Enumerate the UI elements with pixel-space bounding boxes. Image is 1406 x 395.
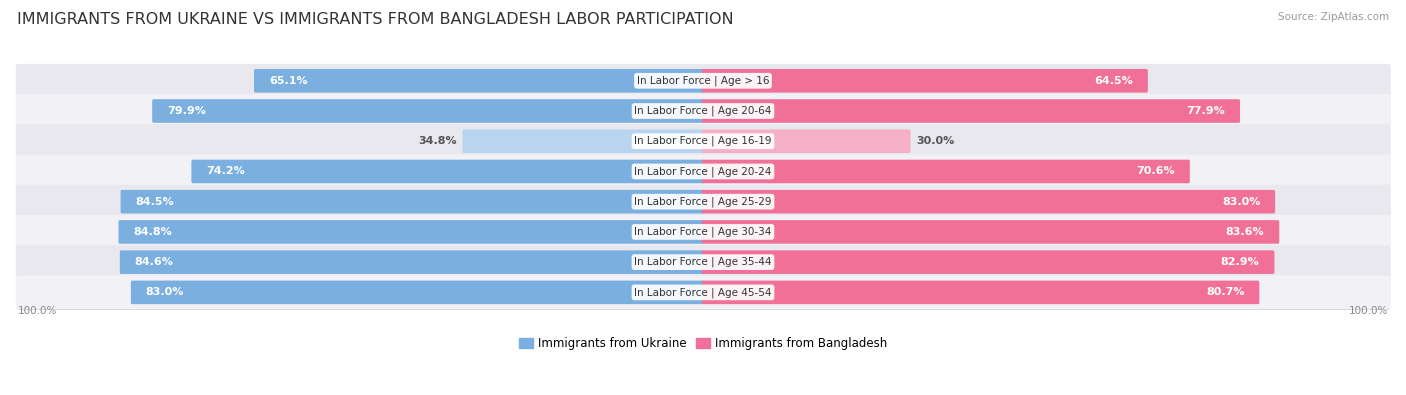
FancyBboxPatch shape — [15, 94, 1391, 128]
Text: 30.0%: 30.0% — [917, 136, 955, 146]
FancyBboxPatch shape — [15, 275, 1391, 309]
Text: 84.8%: 84.8% — [134, 227, 172, 237]
FancyBboxPatch shape — [702, 220, 1279, 244]
FancyBboxPatch shape — [702, 130, 911, 153]
FancyBboxPatch shape — [702, 250, 1274, 274]
Legend: Immigrants from Ukraine, Immigrants from Bangladesh: Immigrants from Ukraine, Immigrants from… — [519, 337, 887, 350]
FancyBboxPatch shape — [17, 95, 1391, 128]
FancyBboxPatch shape — [118, 220, 704, 244]
Text: 65.1%: 65.1% — [269, 76, 308, 86]
FancyBboxPatch shape — [17, 276, 1391, 310]
FancyBboxPatch shape — [17, 155, 1391, 189]
Text: In Labor Force | Age 45-54: In Labor Force | Age 45-54 — [634, 287, 772, 297]
Text: 34.8%: 34.8% — [418, 136, 457, 146]
FancyBboxPatch shape — [702, 160, 1189, 183]
Text: In Labor Force | Age 25-29: In Labor Force | Age 25-29 — [634, 196, 772, 207]
Text: In Labor Force | Age 35-44: In Labor Force | Age 35-44 — [634, 257, 772, 267]
FancyBboxPatch shape — [152, 99, 704, 123]
FancyBboxPatch shape — [121, 190, 704, 213]
FancyBboxPatch shape — [15, 154, 1391, 188]
FancyBboxPatch shape — [702, 280, 1260, 304]
Text: 80.7%: 80.7% — [1206, 288, 1244, 297]
FancyBboxPatch shape — [131, 280, 704, 304]
FancyBboxPatch shape — [15, 64, 1391, 98]
FancyBboxPatch shape — [15, 215, 1391, 249]
FancyBboxPatch shape — [120, 250, 704, 274]
Text: In Labor Force | Age 20-64: In Labor Force | Age 20-64 — [634, 106, 772, 116]
FancyBboxPatch shape — [15, 245, 1391, 279]
Text: 83.0%: 83.0% — [146, 288, 184, 297]
FancyBboxPatch shape — [254, 69, 704, 92]
FancyBboxPatch shape — [17, 246, 1391, 280]
Text: 64.5%: 64.5% — [1094, 76, 1133, 86]
Text: 77.9%: 77.9% — [1187, 106, 1225, 116]
Text: In Labor Force | Age 16-19: In Labor Force | Age 16-19 — [634, 136, 772, 147]
Text: 100.0%: 100.0% — [18, 306, 58, 316]
FancyBboxPatch shape — [17, 185, 1391, 219]
FancyBboxPatch shape — [702, 190, 1275, 213]
Text: 83.0%: 83.0% — [1222, 197, 1260, 207]
FancyBboxPatch shape — [17, 64, 1391, 98]
FancyBboxPatch shape — [17, 125, 1391, 159]
Text: In Labor Force | Age > 16: In Labor Force | Age > 16 — [637, 75, 769, 86]
FancyBboxPatch shape — [463, 130, 704, 153]
Text: 84.6%: 84.6% — [135, 257, 173, 267]
FancyBboxPatch shape — [191, 160, 704, 183]
Text: Source: ZipAtlas.com: Source: ZipAtlas.com — [1278, 12, 1389, 22]
Text: 83.6%: 83.6% — [1226, 227, 1264, 237]
FancyBboxPatch shape — [702, 99, 1240, 123]
FancyBboxPatch shape — [15, 124, 1391, 158]
Text: 84.5%: 84.5% — [135, 197, 174, 207]
Text: 82.9%: 82.9% — [1220, 257, 1260, 267]
Text: IMMIGRANTS FROM UKRAINE VS IMMIGRANTS FROM BANGLADESH LABOR PARTICIPATION: IMMIGRANTS FROM UKRAINE VS IMMIGRANTS FR… — [17, 12, 734, 27]
FancyBboxPatch shape — [702, 69, 1147, 92]
FancyBboxPatch shape — [15, 185, 1391, 218]
Text: In Labor Force | Age 30-34: In Labor Force | Age 30-34 — [634, 227, 772, 237]
Text: 79.9%: 79.9% — [167, 106, 205, 116]
FancyBboxPatch shape — [17, 216, 1391, 250]
Text: In Labor Force | Age 20-24: In Labor Force | Age 20-24 — [634, 166, 772, 177]
Text: 100.0%: 100.0% — [1348, 306, 1388, 316]
Text: 70.6%: 70.6% — [1136, 166, 1175, 177]
Text: 74.2%: 74.2% — [207, 166, 245, 177]
